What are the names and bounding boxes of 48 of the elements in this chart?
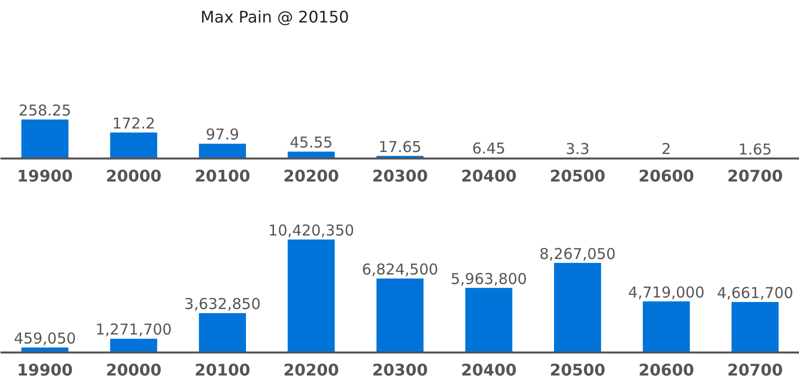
data-label: 6,824,500 bbox=[362, 260, 438, 279]
x-tick-label: 20400 bbox=[460, 360, 517, 380]
bar bbox=[288, 240, 335, 352]
x-tick-label: 20600 bbox=[638, 166, 694, 186]
bar bbox=[110, 338, 158, 352]
data-label: 5,963,800 bbox=[450, 270, 527, 288]
data-label: 1,271,700 bbox=[95, 320, 172, 339]
bar bbox=[198, 144, 246, 158]
data-label: 172.2 bbox=[112, 114, 156, 133]
data-label: 17.65 bbox=[378, 138, 422, 156]
data-label: 4,661,700 bbox=[716, 284, 794, 302]
x-tick-label: 19900 bbox=[17, 166, 73, 186]
bar bbox=[21, 120, 68, 158]
x-tick-label: 20700 bbox=[727, 166, 783, 186]
x-tick-label: 20600 bbox=[638, 360, 694, 380]
x-tick-label: 20000 bbox=[106, 166, 162, 186]
data-label: 258.25 bbox=[18, 102, 72, 120]
data-label: 45.55 bbox=[290, 134, 333, 152]
x-tick-label: 20700 bbox=[727, 360, 783, 380]
x-tick-label: 20300 bbox=[372, 360, 428, 380]
bar bbox=[554, 262, 602, 352]
data-label: 8,267,050 bbox=[539, 244, 616, 263]
bar bbox=[732, 302, 779, 352]
data-label: 1.65 bbox=[738, 140, 772, 158]
x-tick-label: 20100 bbox=[194, 360, 250, 380]
x-tick-label: 20300 bbox=[372, 166, 428, 186]
x-tick-label: 20400 bbox=[460, 166, 517, 186]
data-label: 3.3 bbox=[566, 140, 590, 158]
bar bbox=[110, 132, 158, 158]
data-label: 459,050 bbox=[14, 330, 76, 348]
x-tick-label: 20200 bbox=[283, 360, 340, 380]
bar bbox=[376, 278, 424, 352]
data-label: 4,719,000 bbox=[628, 283, 705, 302]
data-label: 6.45 bbox=[472, 140, 506, 158]
x-tick-label: 20000 bbox=[106, 360, 162, 380]
data-label: 10,420,350 bbox=[268, 222, 354, 240]
data-label: 97.9 bbox=[206, 126, 240, 144]
x-tick-label: 20500 bbox=[550, 360, 606, 380]
x-tick-label: 19900 bbox=[17, 360, 73, 380]
bar bbox=[465, 288, 512, 352]
x-tick-label: 20100 bbox=[194, 166, 250, 186]
x-tick-label: 20500 bbox=[550, 166, 606, 186]
data-label: 3,632,850 bbox=[184, 295, 261, 314]
x-tick-label: 20200 bbox=[283, 166, 340, 186]
bar bbox=[198, 313, 246, 352]
chart-title: Max Pain @ 20150 bbox=[200, 8, 350, 26]
bar bbox=[642, 301, 690, 352]
data-label: 2 bbox=[662, 140, 672, 158]
